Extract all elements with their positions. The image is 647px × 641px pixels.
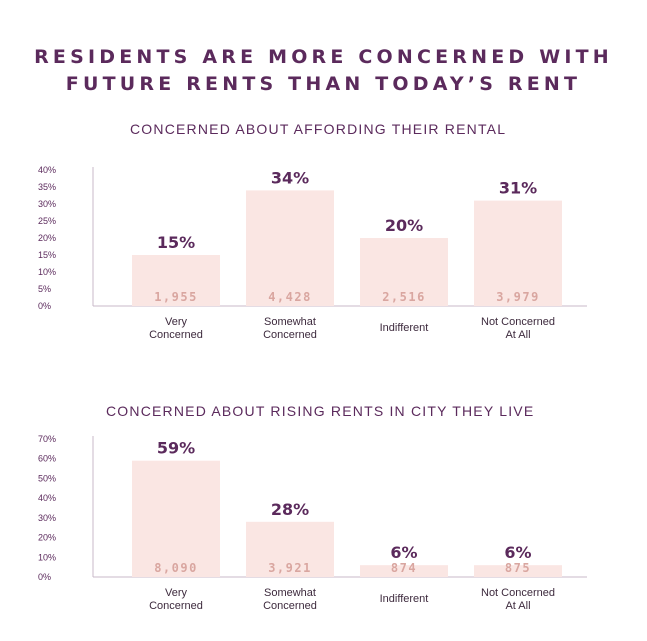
bar [360,238,448,306]
y-tick-label: 15% [38,250,56,260]
bar-value-label: 28% [271,500,309,519]
bar-count-label: 875 [505,561,531,575]
category-label: Not Concerned [481,316,555,328]
bar [132,460,220,577]
y-tick-label: 10% [38,267,56,277]
bar-count-label: 8,090 [154,561,198,575]
bar-value-label: 31% [499,179,537,198]
chart-1-title: CONCERNED ABOUT AFFORDING THEIR RENTAL [130,121,507,137]
bar-count-label: 1,955 [154,290,198,304]
chart-rising-rents: 0%10%20%30%40%50%60%70% 59%8,090VeryConce… [38,434,587,612]
y-tick-label: 70% [38,434,56,444]
y-tick-label: 60% [38,454,56,464]
category-label: Somewhat [264,587,316,599]
bar-value-label: 6% [504,543,531,562]
category-label: Concerned [149,329,203,341]
y-tick-label: 50% [38,473,56,483]
category-label: At All [505,600,530,612]
bar-count-label: 4,428 [268,290,312,304]
bar-count-label: 2,516 [382,290,426,304]
category-label: Indifferent [380,593,429,605]
bar-value-label: 15% [157,233,195,252]
category-label: Not Concerned [481,587,555,599]
bar-count-label: 3,921 [268,561,312,575]
bar [246,521,334,577]
category-label: Concerned [263,600,317,612]
category-label: Concerned [263,329,317,341]
category-label: Somewhat [264,316,316,328]
bar [474,565,562,577]
y-tick-label: 40% [38,493,56,503]
bar-value-label: 59% [157,439,195,458]
y-tick-label: 0% [38,301,51,311]
y-tick-label: 10% [38,552,56,562]
y-tick-label: 30% [38,199,56,209]
main-title: RESIDENTS ARE MORE CONCERNED WITH FUTURE… [0,44,647,98]
y-tick-label: 40% [38,165,56,175]
y-tick-label: 20% [38,533,56,543]
bar [246,190,334,306]
chart-affording-rental: 0%5%10%15%20%25%30%35%40%15%1,955VeryCon… [38,165,587,341]
category-label: Concerned [149,600,203,612]
category-label: Indifferent [380,322,429,334]
y-tick-label: 35% [38,182,56,192]
bar [474,200,562,306]
y-tick-label: 0% [38,572,51,582]
bar-count-label: 3,979 [496,290,540,304]
bar [132,255,220,306]
y-tick-label: 30% [38,513,56,523]
category-label: At All [505,329,530,341]
y-tick-label: 20% [38,233,56,243]
bar-count-label: 874 [391,561,417,575]
main-title-line-1: RESIDENTS ARE MORE CONCERNED WITH [34,46,613,68]
chart-2-title: CONCERNED ABOUT RISING RENTS IN CITY THE… [106,403,535,419]
category-label: Very [165,587,188,599]
bar-value-label: 34% [271,168,309,187]
y-tick-label: 5% [38,284,51,294]
bar [360,565,448,577]
bar-value-label: 20% [385,216,423,235]
category-label: Very [165,316,188,328]
main-title-line-2: FUTURE RENTS THAN TODAY’S RENT [65,73,582,95]
bar-value-label: 6% [390,543,417,562]
y-tick-label: 25% [38,216,56,226]
